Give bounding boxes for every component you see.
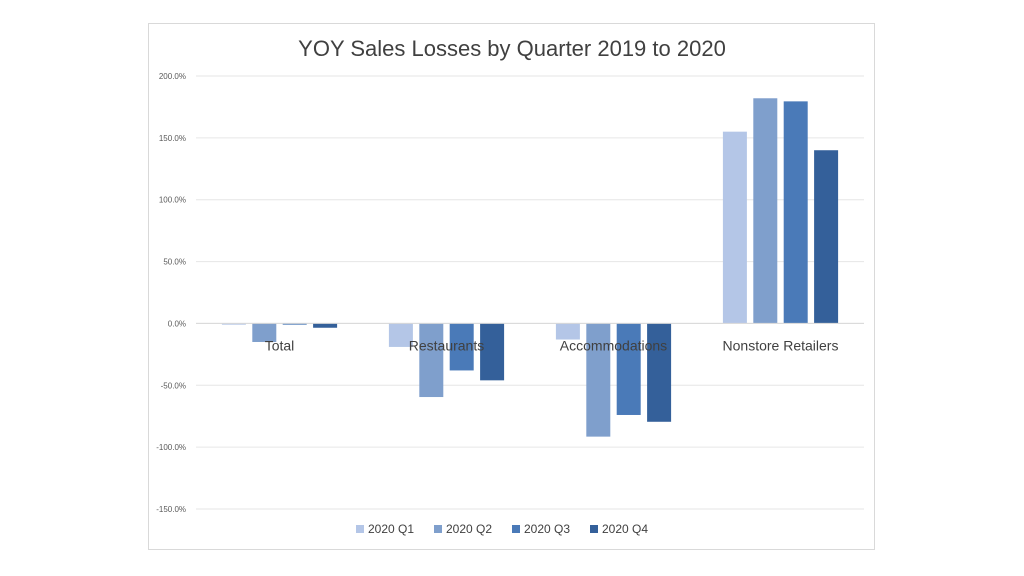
y-tick-label: 100.0%	[159, 196, 186, 205]
legend-label: 2020 Q4	[602, 522, 648, 536]
y-tick-label: 0.0%	[168, 319, 186, 328]
bar-2020-q3-accommodations	[616, 323, 641, 415]
legend-label: 2020 Q3	[524, 522, 570, 536]
bar-2020-q4-accommodations	[647, 323, 672, 422]
legend: 2020 Q1 2020 Q2 2020 Q3 2020 Q4	[356, 522, 648, 536]
category-labels: Total Restaurants Accommodations Nonstore R…	[265, 337, 839, 353]
y-tick-label: -50.0%	[161, 381, 186, 390]
bar-2020-q2-nonstore-retailers	[753, 98, 778, 324]
legend-label: 2020 Q2	[446, 522, 492, 536]
legend-swatch	[512, 525, 520, 533]
bar-2020-q1-accommodations	[555, 323, 580, 340]
bar-2020-q1-nonstore-retailers	[722, 131, 747, 324]
bar-2020-q4-nonstore-retailers	[814, 150, 839, 324]
bar-2020-q3-nonstore-retailers	[783, 101, 808, 324]
bar-2020-q4-restaurants	[480, 323, 505, 381]
y-axis-tick-labels: 200.0% 150.0% 100.0% 50.0% 0.0% -50.0% -100.0%…	[156, 72, 186, 514]
bar-2020-q1-total	[221, 323, 246, 325]
bar-2020-q4-total	[313, 323, 338, 328]
category-label: Total	[265, 337, 295, 353]
bar-2020-q3-total	[282, 323, 307, 325]
bar-2020-q3-restaurants	[449, 323, 474, 371]
y-tick-label: -150.0%	[156, 505, 186, 514]
bars	[221, 98, 839, 437]
category-label: Accommodations	[560, 337, 667, 353]
y-tick-label: 150.0%	[159, 134, 186, 143]
y-tick-label: 200.0%	[159, 72, 186, 81]
legend-swatch	[356, 525, 364, 533]
legend-label: 2020 Q1	[368, 522, 414, 536]
chart-title: YOY Sales Losses by Quarter 2019 to 2020	[298, 36, 726, 61]
y-tick-label: 50.0%	[163, 258, 186, 267]
bar-2020-q2-accommodations	[586, 323, 611, 437]
legend-swatch	[590, 525, 598, 533]
category-label: Restaurants	[409, 337, 484, 353]
legend-swatch	[434, 525, 442, 533]
bar-2020-q2-restaurants	[419, 323, 444, 398]
y-tick-label: -100.0%	[156, 443, 186, 452]
category-label: Nonstore Retailers	[723, 337, 839, 353]
bar-2020-q1-restaurants	[388, 323, 413, 347]
bar-2020-q2-total	[252, 323, 277, 342]
